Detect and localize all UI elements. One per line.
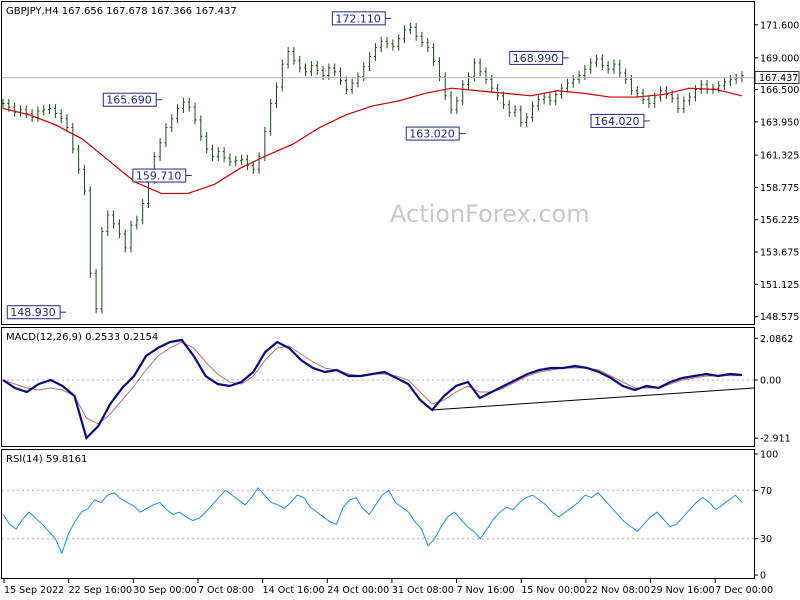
price-annotation-label: 168.990 bbox=[513, 52, 559, 65]
price-y-tick-label: 163.950 bbox=[760, 117, 799, 128]
rsi-y-tick-label: 70 bbox=[760, 486, 772, 497]
rsi-line bbox=[2, 487, 743, 555]
x-tick-label: 22 Sep 16:00 bbox=[69, 585, 132, 596]
price-y-tick-label: 156.225 bbox=[760, 215, 799, 226]
price-annotation-label: 164.020 bbox=[594, 115, 640, 128]
rsi-title: RSI(14) 59.8161 bbox=[6, 454, 87, 465]
x-tick-label: 31 Oct 08:00 bbox=[392, 585, 454, 596]
price-y-tick-label: 148.575 bbox=[760, 312, 799, 323]
price-annotation-label: 159.710 bbox=[136, 170, 182, 183]
x-tick-label: 22 Nov 08:00 bbox=[586, 585, 650, 596]
price-y-tick-label: 153.675 bbox=[760, 248, 799, 259]
macd-y-tick-label: 2.0862 bbox=[760, 334, 793, 345]
x-tick-label: 7 Dec 00:00 bbox=[715, 585, 773, 596]
x-tick-label: 7 Oct 08:00 bbox=[198, 585, 254, 596]
watermark: ActionForex.com bbox=[390, 200, 590, 228]
price-y-tick-label: 151.125 bbox=[760, 280, 799, 291]
rsi-layer: 100 70 30 0 bbox=[2, 450, 778, 582]
price-panel-frame bbox=[1, 1, 755, 325]
macd-layer: 2.0862 0.00 -2.911 bbox=[2, 334, 793, 445]
x-tick-label: 15 Nov 00:00 bbox=[521, 585, 585, 596]
rsi-panel-frame bbox=[1, 449, 755, 579]
price-layer: 171.600 169.000 166.500 163.950 161.325 158.7… bbox=[1, 11, 800, 323]
axis-layer: 15 Sep 2022 22 Sep 16:00 30 Sep 00:00 7 Oct… bbox=[3, 579, 773, 596]
last-price-badge bbox=[754, 71, 800, 84]
x-tick-label: 14 Oct 16:00 bbox=[263, 585, 325, 596]
price-annotation-label: 172.110 bbox=[335, 12, 381, 25]
moving-average-line bbox=[2, 87, 743, 195]
x-tick-label: 15 Sep 2022 bbox=[4, 585, 64, 596]
price-y-tick-label: 158.775 bbox=[760, 183, 799, 194]
rsi-y-tick-label: 0 bbox=[760, 571, 766, 582]
price-title: GBPJPY,H4 167.656 167.678 167.366 167.43… bbox=[6, 6, 237, 17]
x-tick-label: 7 Nov 16:00 bbox=[457, 585, 515, 596]
price-annotation-label: 165.690 bbox=[106, 94, 152, 107]
x-tick-label: 24 Oct 00:00 bbox=[327, 585, 389, 596]
price-y-tick-label: 161.325 bbox=[760, 151, 799, 162]
macd-title: MACD(12,26,9) 0.2533 0.2154 bbox=[6, 332, 158, 343]
x-tick-label: 30 Sep 00:00 bbox=[133, 585, 196, 596]
price-y-tick-label: 171.600 bbox=[760, 20, 799, 31]
macd-line bbox=[2, 338, 743, 441]
macd-y-tick-label: 0.00 bbox=[760, 376, 781, 387]
price-annotation-label: 148.930 bbox=[10, 306, 56, 319]
rsi-y-tick-label: 30 bbox=[760, 534, 772, 545]
x-tick-label: 29 Nov 16:00 bbox=[651, 585, 715, 596]
price-y-tick-label: 169.000 bbox=[760, 53, 799, 64]
price-annotation-label: 163.020 bbox=[409, 128, 455, 141]
rsi-y-tick-label: 100 bbox=[760, 450, 778, 461]
price-y-tick-label: 166.500 bbox=[760, 85, 799, 96]
macd-trendline bbox=[431, 387, 755, 411]
macd-y-tick-label: -2.911 bbox=[760, 434, 791, 445]
last-price-label: 167.437 bbox=[759, 73, 798, 84]
